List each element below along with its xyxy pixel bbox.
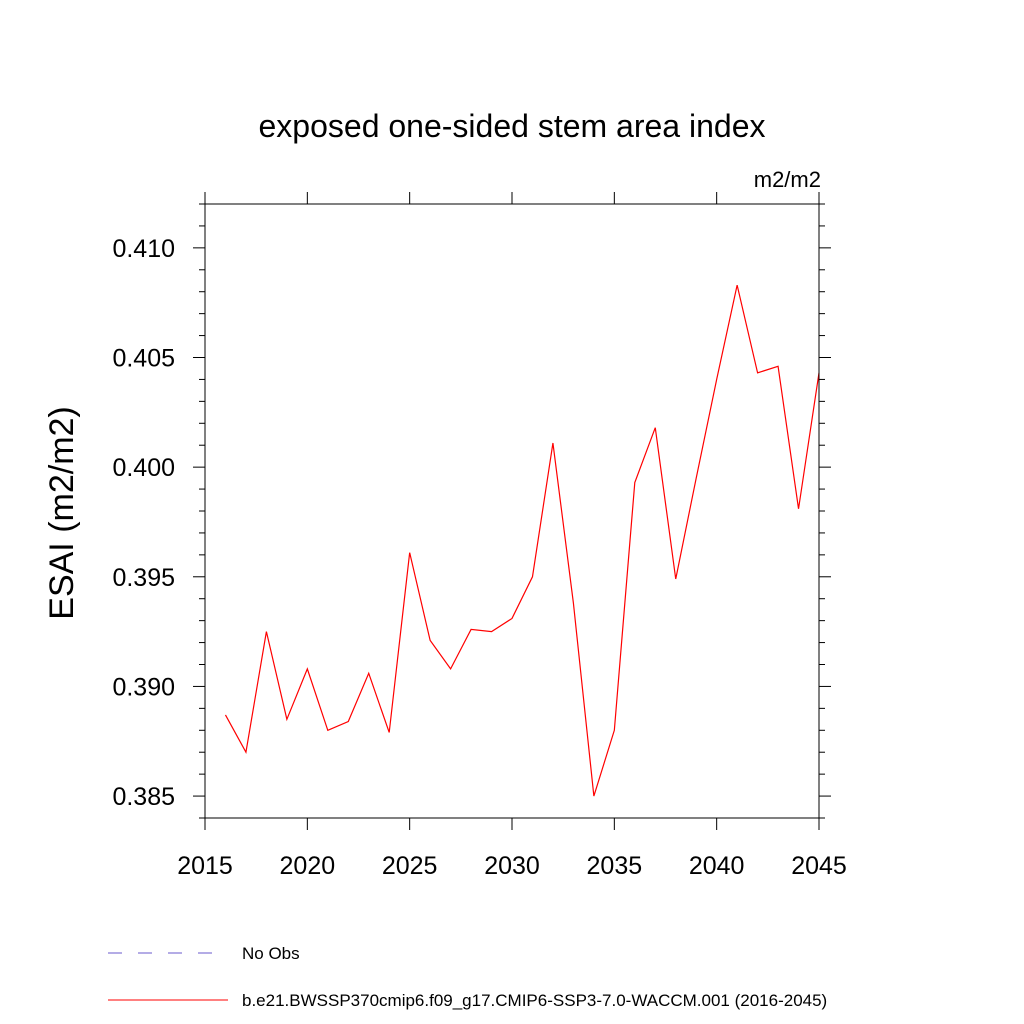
units-label: m2/m2: [754, 167, 821, 192]
y-tick-label: 0.395: [112, 564, 175, 592]
x-tick-label: 2040: [689, 852, 745, 880]
series-layer: [224, 284, 820, 797]
y-tick-label: 0.400: [112, 454, 175, 482]
x-tick-label: 2030: [484, 852, 540, 880]
y-tick-label: 0.385: [112, 783, 175, 811]
x-tick-label: 2020: [280, 852, 336, 880]
y-tick-label: 0.390: [112, 673, 175, 701]
x-tick-label: 2015: [177, 852, 233, 880]
legend-label-no-obs: No Obs: [242, 944, 300, 963]
x-tick-label: 2025: [382, 852, 438, 880]
plot-frame: [204, 203, 820, 819]
y-tick-label: 0.405: [112, 345, 175, 373]
y-tick-label: 0.410: [112, 235, 175, 263]
legend: No Obs b.e21.BWSSP370cmip6.f09_g17.CMIP6…: [108, 944, 827, 1010]
x-tick-label: 2035: [587, 852, 643, 880]
y-axis: 0.385 0.390 0.395 0.400 0.405 0.410: [112, 203, 831, 819]
chart-title: exposed one-sided stem area index: [259, 108, 766, 144]
x-tick-label: 2045: [791, 852, 847, 880]
x-axis: 2015 2020 2025 2030 2035 2040 2045: [177, 192, 847, 880]
y-axis-label: ESAI (m2/m2): [43, 406, 81, 619]
series-line: [224, 284, 820, 797]
legend-label-model-run: b.e21.BWSSP370cmip6.f09_g17.CMIP6-SSP3-7…: [242, 991, 827, 1010]
